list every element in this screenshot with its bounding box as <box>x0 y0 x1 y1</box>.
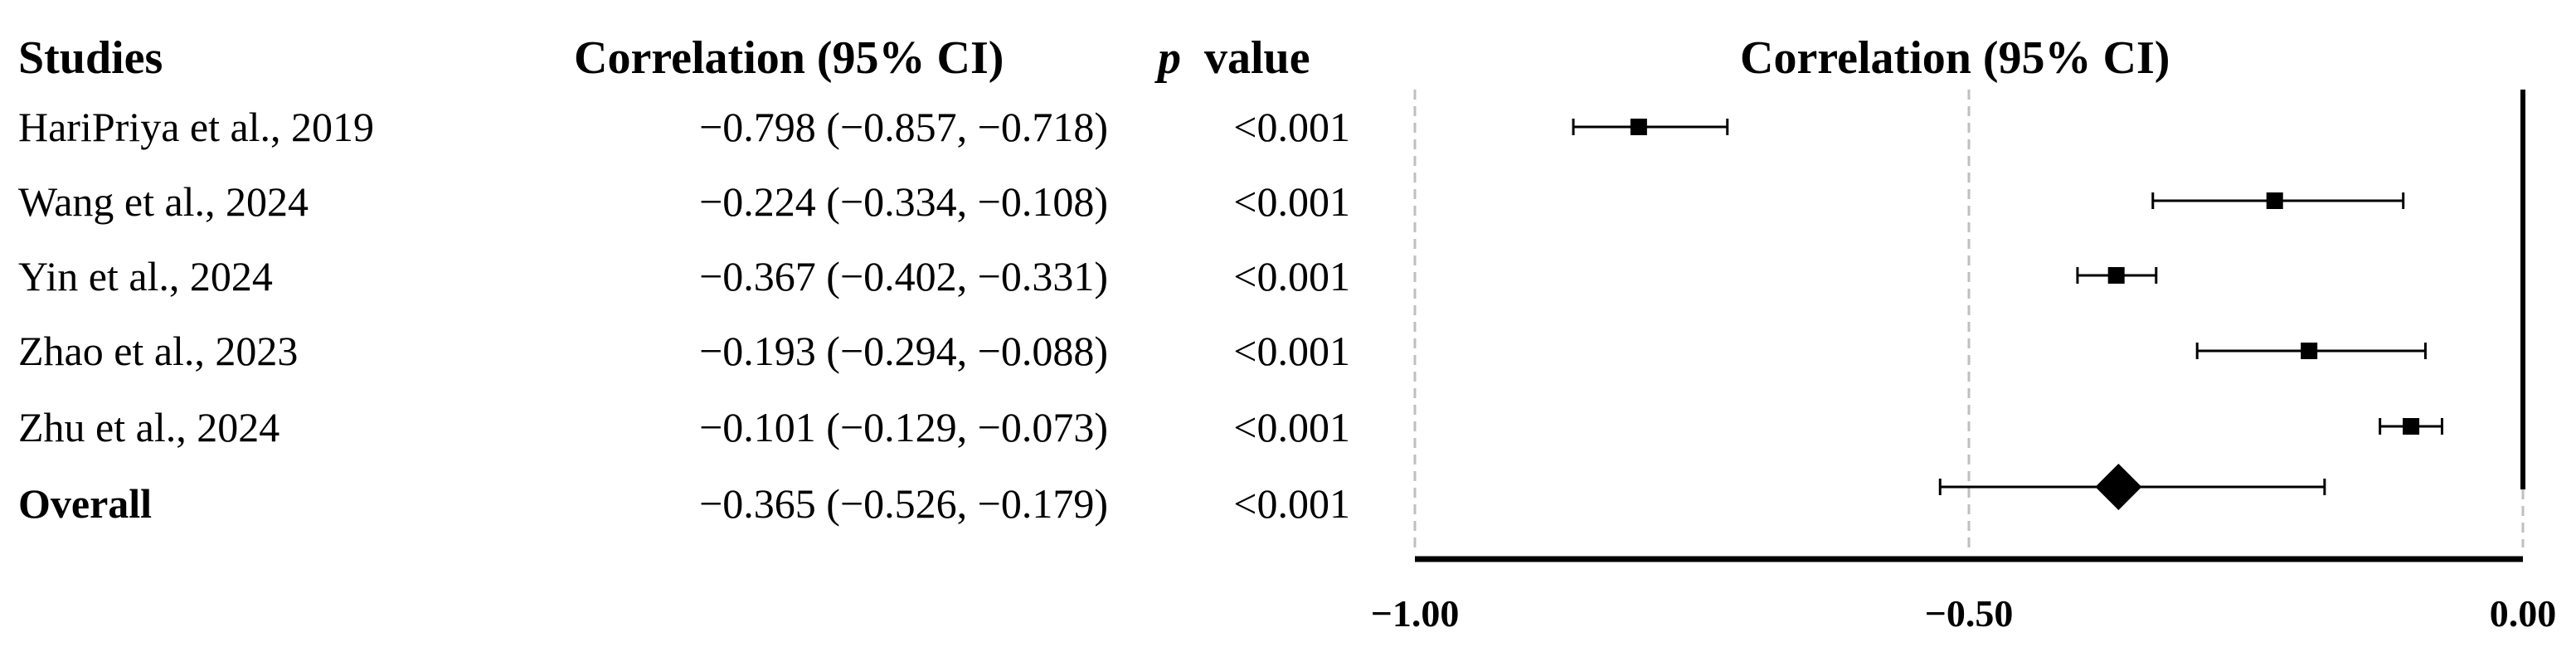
x-tick-label: −0.50 <box>1925 592 2014 635</box>
correlation-ci-value: −0.365 (−0.526, −0.179) <box>699 480 1108 527</box>
correlation-ci-value: −0.193 (−0.294, −0.088) <box>699 328 1108 374</box>
header-p-rest: value <box>1204 32 1310 84</box>
p-value: <0.001 <box>1233 104 1350 150</box>
x-tick-label: −1.00 <box>1371 592 1460 635</box>
study-name: Yin et al., 2024 <box>18 253 273 299</box>
header-p-value: p value <box>1158 35 1310 81</box>
study-name: Zhu et al., 2024 <box>18 404 280 450</box>
header-p-italic: p <box>1158 32 1181 84</box>
point-estimate-square <box>2301 343 2318 359</box>
overall-label: Overall <box>18 480 153 527</box>
overall-diamond <box>2095 464 2142 510</box>
x-tick-label: 0.00 <box>2490 592 2557 635</box>
study-name: Zhao et al., 2023 <box>18 328 299 374</box>
correlation-ci-value: −0.798 (−0.857, −0.718) <box>699 104 1108 150</box>
plot-title: Correlation (95% CI) <box>1740 32 2170 84</box>
p-value: <0.001 <box>1233 253 1350 299</box>
point-estimate-square <box>1630 119 1647 135</box>
header-correlation: Correlation (95% CI) <box>574 32 1004 84</box>
p-value: <0.001 <box>1233 328 1350 374</box>
point-estimate-square <box>2266 192 2283 209</box>
study-name: HariPriya et al., 2019 <box>18 104 375 150</box>
p-value: <0.001 <box>1233 178 1350 225</box>
point-estimate-square <box>2107 267 2125 284</box>
correlation-ci-value: −0.367 (−0.402, −0.331) <box>699 253 1108 299</box>
p-value: <0.001 <box>1233 480 1350 527</box>
correlation-ci-value: −0.101 (−0.129, −0.073) <box>699 404 1108 450</box>
study-name: Wang et al., 2024 <box>18 178 309 225</box>
point-estimate-square <box>2403 418 2420 435</box>
correlation-ci-value: −0.224 (−0.334, −0.108) <box>699 178 1108 225</box>
header-studies: Studies <box>18 32 163 84</box>
p-value: <0.001 <box>1233 404 1350 450</box>
